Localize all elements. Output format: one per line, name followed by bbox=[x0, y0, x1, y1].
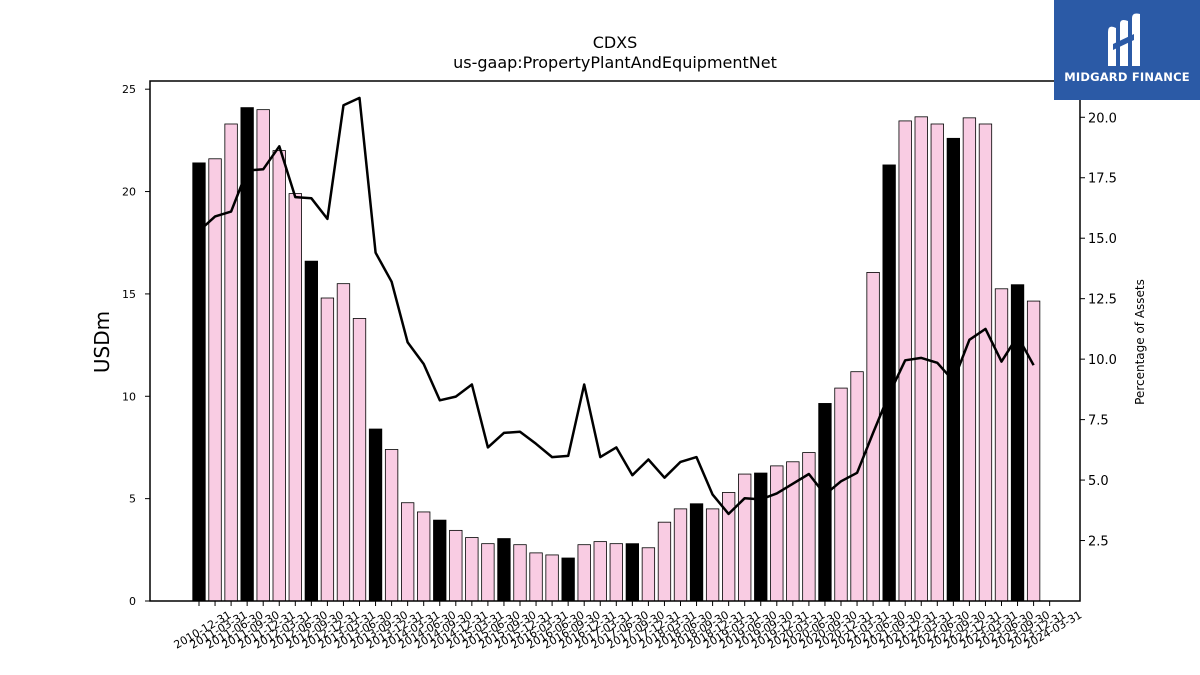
midgard-logo-icon bbox=[1108, 13, 1140, 67]
bar bbox=[352, 318, 367, 602]
bar bbox=[673, 508, 688, 602]
logo-text: MIDGARD FINANCE bbox=[1064, 70, 1190, 84]
bar bbox=[256, 109, 270, 602]
bar bbox=[1010, 284, 1025, 602]
bar bbox=[481, 543, 495, 602]
bar bbox=[818, 403, 832, 602]
y2-tick-label: 7.5 bbox=[1088, 414, 1109, 429]
bar bbox=[593, 541, 607, 602]
bar bbox=[208, 158, 222, 602]
bar bbox=[529, 552, 543, 602]
y2-tick-label: 12.5 bbox=[1088, 293, 1117, 308]
bar bbox=[417, 511, 431, 602]
bar bbox=[561, 557, 575, 602]
bar bbox=[978, 123, 993, 602]
bar bbox=[641, 547, 656, 602]
bar bbox=[465, 537, 479, 602]
y2-tick-label: 17.5 bbox=[1088, 172, 1117, 187]
bar bbox=[545, 554, 559, 602]
bar bbox=[497, 538, 511, 602]
bar bbox=[770, 465, 784, 602]
midgard-finance-logo: MIDGARD FINANCE bbox=[1054, 0, 1200, 100]
percentage-line bbox=[198, 96, 1035, 516]
bar bbox=[224, 123, 238, 602]
bar bbox=[754, 472, 768, 602]
bar bbox=[336, 283, 351, 602]
bar bbox=[320, 297, 335, 602]
chart-subtitle: us-gaap:PropertyPlantAndEquipmentNet bbox=[453, 53, 777, 72]
bar bbox=[384, 449, 399, 602]
bar bbox=[738, 473, 752, 602]
y-tick-label: 15 bbox=[122, 288, 136, 301]
bar bbox=[272, 150, 286, 602]
y-tick-label: 0 bbox=[129, 595, 136, 608]
y2-tick-label: 20.0 bbox=[1088, 111, 1117, 126]
y-axis-label: USDm bbox=[90, 311, 114, 373]
bar bbox=[400, 502, 415, 602]
chart-title: CDXS bbox=[593, 33, 638, 52]
bar bbox=[609, 543, 623, 602]
bar bbox=[657, 521, 672, 602]
bar bbox=[449, 529, 463, 602]
bar bbox=[962, 117, 977, 602]
y2-tick-label: 2.5 bbox=[1088, 535, 1109, 550]
y2-tick-label: 5.0 bbox=[1088, 474, 1109, 489]
bar bbox=[433, 519, 447, 602]
bar bbox=[1026, 300, 1041, 602]
plot-area: 05101520252.55.07.510.012.515.017.520.02… bbox=[122, 80, 1117, 652]
y2-axis-label: Percentage of Assets bbox=[1133, 279, 1147, 405]
bar bbox=[705, 508, 720, 602]
bar bbox=[834, 387, 848, 602]
y-tick-label: 20 bbox=[122, 186, 136, 199]
plot-frame bbox=[149, 80, 1081, 602]
bar bbox=[866, 272, 880, 602]
bar bbox=[304, 260, 319, 602]
bar bbox=[368, 428, 383, 602]
y-tick-label: 25 bbox=[122, 83, 136, 96]
bar bbox=[625, 543, 639, 602]
bar bbox=[577, 544, 591, 602]
bar bbox=[994, 288, 1009, 602]
y2-tick-label: 10.0 bbox=[1088, 353, 1117, 368]
bar bbox=[689, 503, 704, 602]
y2-tick-label: 15.0 bbox=[1088, 232, 1117, 247]
bar bbox=[513, 544, 527, 602]
bar bbox=[288, 193, 302, 602]
y-tick-label: 10 bbox=[122, 390, 136, 403]
bar bbox=[850, 371, 864, 602]
y-tick-label: 5 bbox=[129, 493, 136, 506]
